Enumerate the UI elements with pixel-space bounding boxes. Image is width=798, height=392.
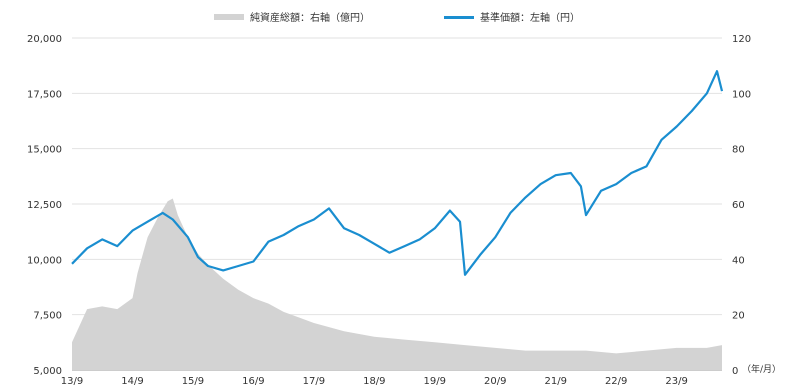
right-tick-label-6: 120 xyxy=(732,34,751,45)
legend: 純資産総額：右軸（億円） 基準価額：左軸（円） xyxy=(214,11,580,24)
net-assets-area xyxy=(72,198,722,370)
x-tick-label-4: 17/9 xyxy=(303,376,325,387)
axes: 5,000 7,500 10,000 12,500 15,000 17,500 20,000… xyxy=(27,34,781,387)
left-axis-ticks: 5,000 7,500 10,000 12,500 15,000 17,500 20,000 xyxy=(27,34,62,377)
legend-swatch-nav xyxy=(444,16,474,19)
right-axis-ticks: 0 20 40 60 80 100 120 xyxy=(732,34,751,377)
x-tick-label-2: 15/9 xyxy=(182,376,204,387)
left-tick-label-5: 17,500 xyxy=(27,89,62,100)
x-axis-ticks: 13/9 14/9 15/9 16/9 17/9 18/9 19/9 20/9 21/9 22/9… xyxy=(61,376,688,387)
net-assets-area-layer xyxy=(72,198,722,370)
left-tick-label-3: 12,500 xyxy=(27,200,62,211)
x-tick-label-7: 20/9 xyxy=(484,376,506,387)
x-tick-label-0: 13/9 xyxy=(61,376,83,387)
legend-swatch-net-assets xyxy=(214,14,244,20)
left-tick-label-4: 15,000 xyxy=(27,145,62,156)
right-tick-label-1: 20 xyxy=(732,311,745,322)
right-tick-label-5: 100 xyxy=(732,89,751,100)
nav-line xyxy=(71,70,724,276)
right-tick-label-4: 80 xyxy=(732,145,745,156)
x-tick-label-8: 21/9 xyxy=(544,376,566,387)
x-tick-label-10: 23/9 xyxy=(665,376,687,387)
x-tick-label-3: 16/9 xyxy=(242,376,264,387)
left-tick-label-0: 5,000 xyxy=(33,366,62,377)
right-tick-label-0: 0 xyxy=(732,366,738,377)
x-tick-label-1: 14/9 xyxy=(121,376,143,387)
right-tick-label-3: 60 xyxy=(732,200,745,211)
left-tick-label-6: 20,000 xyxy=(27,34,62,45)
x-axis-unit-label: （年/月） xyxy=(742,363,781,375)
left-tick-label-1: 7,500 xyxy=(33,311,62,322)
legend-label-net-assets: 純資産総額：右軸（億円） xyxy=(250,11,370,24)
x-tick-label-9: 22/9 xyxy=(605,376,627,387)
right-tick-label-2: 40 xyxy=(732,255,745,266)
left-tick-label-2: 10,000 xyxy=(27,255,62,266)
x-tick-label-5: 18/9 xyxy=(363,376,385,387)
x-tick-label-6: 19/9 xyxy=(424,376,446,387)
nav-line-layer xyxy=(71,70,724,276)
legend-label-nav: 基準価額：左軸（円） xyxy=(480,11,580,24)
